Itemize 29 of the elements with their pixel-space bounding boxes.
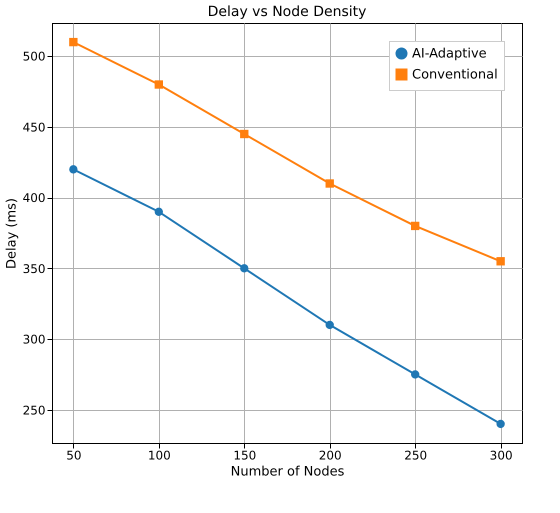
y-tick-label: 450 xyxy=(22,120,46,134)
x-tick-label: 100 xyxy=(148,448,171,462)
legend-label: AI-Adaptive xyxy=(412,46,487,62)
y-tick-label: 400 xyxy=(22,191,46,206)
point xyxy=(411,370,420,379)
x-tick-label: 150 xyxy=(233,448,256,462)
y-tick-label: 250 xyxy=(22,403,46,418)
point xyxy=(240,264,248,273)
point xyxy=(240,130,248,138)
point xyxy=(69,165,78,174)
chart-title: Delay vs Node Density xyxy=(208,4,366,20)
point xyxy=(326,179,334,188)
x-tick-label: 50 xyxy=(66,448,82,462)
point xyxy=(154,80,163,89)
x-axis-title: Number of Nodes xyxy=(230,464,345,480)
y-axis-title: Delay (ms) xyxy=(4,198,20,269)
y-tick-label: 500 xyxy=(22,50,46,64)
point xyxy=(496,420,505,428)
legend-label: Conventional xyxy=(412,68,498,82)
x-tick-label: 300 xyxy=(490,448,513,462)
point xyxy=(326,320,334,330)
y-tick-label: 300 xyxy=(22,332,46,347)
point xyxy=(496,257,505,266)
x-tick-label: 200 xyxy=(318,448,342,462)
point xyxy=(411,222,420,230)
y-tick-label: 350 xyxy=(22,262,46,276)
point xyxy=(154,208,163,216)
x-tick-label: 250 xyxy=(404,448,428,462)
point xyxy=(69,38,78,46)
